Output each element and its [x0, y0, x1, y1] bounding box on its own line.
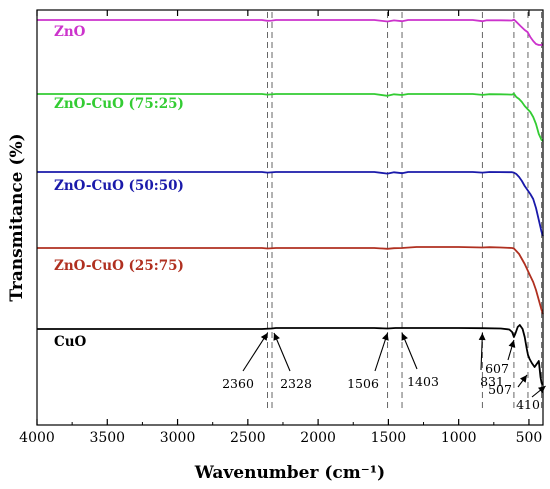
annotation-arrowhead [401, 333, 408, 341]
x-tick-label: 4000 [19, 430, 55, 446]
series-line [37, 324, 544, 386]
annotation-arrow [242, 332, 268, 372]
series-line [37, 18, 544, 46]
series-label: ZnO [54, 24, 86, 40]
annotation-label: 2360 [222, 376, 254, 391]
x-tick-label: 500 [516, 430, 543, 446]
annotation-arrowhead [520, 375, 527, 383]
annotation-arrowhead [508, 340, 516, 348]
x-tick-label: 1000 [441, 430, 477, 446]
series-label: ZnO-CuO (50:50) [54, 178, 184, 194]
annotation-label: 507 [488, 382, 512, 397]
annotation-label: 607 [485, 361, 509, 376]
series-line [37, 92, 544, 142]
annotation-label: 831 [480, 374, 504, 389]
annotation-arrowhead [478, 333, 486, 341]
annotation-label: 410 [516, 397, 540, 412]
annotation-arrowhead [260, 333, 268, 341]
plot-area: 4000 3500 3000 2500 2000 1500 1000 500 Wavenumbe… [7, 9, 546, 483]
x-axis-title: Wavenumber (cm⁻¹) [194, 463, 385, 483]
y-axis-title: Transmitance (%) [7, 133, 27, 301]
series-line [37, 246, 544, 315]
x-tick-label: 2500 [230, 430, 266, 446]
annotation-arrowhead [538, 386, 546, 394]
series-label: CuO [54, 334, 87, 350]
annotation-arrowhead [382, 333, 389, 341]
x-tick-label: 2000 [300, 430, 336, 446]
annotation-label: 1403 [407, 374, 439, 389]
annotation-label: 2328 [280, 376, 312, 391]
plot-frame [36, 9, 544, 426]
series-label: ZnO-CuO (75:25) [54, 96, 184, 112]
x-tick-label: 3500 [89, 430, 125, 446]
series-line [37, 171, 544, 237]
series-label: ZnO-CuO (25:75) [54, 258, 184, 274]
annotation-arrowhead [273, 333, 280, 341]
x-tick-label: 3000 [160, 430, 196, 446]
x-tick-label: 1500 [371, 430, 407, 446]
annotation-label: 1506 [347, 376, 379, 391]
